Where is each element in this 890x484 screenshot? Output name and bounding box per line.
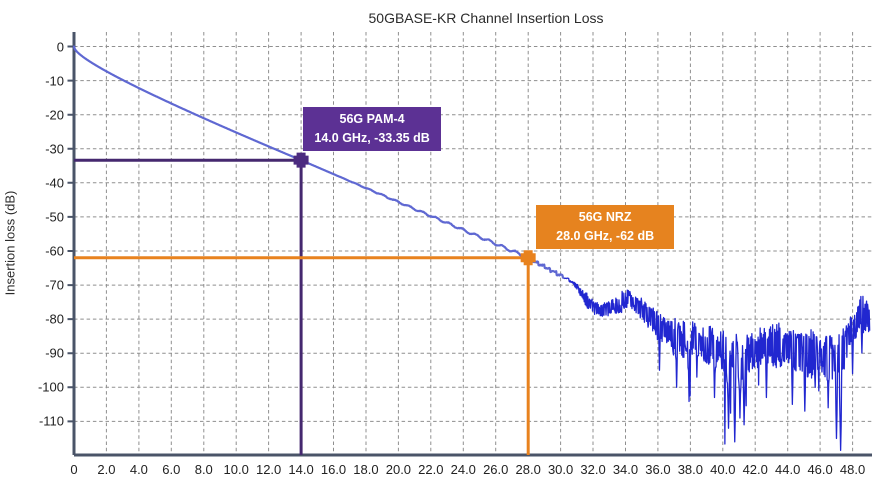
x-tick-label: 10.0 (223, 462, 249, 477)
y-tick-label: -100 (37, 379, 64, 395)
callout-56g-nrz: 56G NRZ 28.0 GHz, -62 dB (536, 204, 675, 249)
x-tick-label: 2.0 (97, 462, 116, 477)
x-tick-label: 16.0 (320, 462, 347, 477)
marker-pam4 (293, 152, 309, 168)
y-tick-label: -50 (45, 209, 64, 225)
callout-56g-nrz-name: 56G NRZ (578, 209, 632, 224)
x-tick-label: 28.0 (515, 462, 541, 477)
x-tick-label: 12.0 (255, 462, 282, 477)
callout-56g-pam4: 56G PAM-4 14.0 GHz, -33.35 dB (303, 107, 442, 152)
axes (67, 32, 872, 457)
y-axis-ticks (67, 45, 73, 423)
grid-dashes (74, 32, 872, 455)
x-tick-label: 18.0 (353, 462, 379, 477)
annotation-markers (293, 152, 536, 266)
x-tick-label: 32.0 (580, 462, 606, 477)
y-tick-label: -20 (45, 107, 64, 123)
insertion-loss-curve (72, 45, 871, 451)
y-tick-label: 0 (56, 39, 64, 54)
x-tick-label: 36.0 (645, 462, 671, 477)
marker-nrz (520, 250, 536, 266)
x-tick-label: 14.0 (288, 462, 314, 477)
x-tick-label: 4.0 (129, 462, 148, 477)
x-tick-label: 22.0 (418, 462, 444, 477)
callout-56g-pam4-name: 56G PAM-4 (339, 112, 405, 127)
x-tick-label: 0 (70, 462, 78, 477)
x-tick-label: 34.0 (612, 462, 639, 477)
callout-56g-nrz-value: 28.0 GHz, -62 dB (556, 228, 655, 243)
curve-smooth-section (72, 45, 565, 279)
callout-56g-pam4-value: 14.0 GHz, -33.35 dB (314, 131, 430, 146)
x-tick-label: 44.0 (775, 462, 801, 477)
crosshair-pam4 (74, 158, 303, 455)
y-tick-label: -80 (45, 311, 64, 327)
x-tick-label: 6.0 (162, 462, 181, 477)
x-tick-label: 40.0 (710, 462, 736, 477)
x-tick-label: 24.0 (450, 462, 476, 477)
x-tick-label: 30.0 (547, 462, 574, 477)
x-tick-label: 8.0 (194, 462, 213, 477)
crosshair-nrz (74, 256, 530, 455)
x-tick-label: 26.0 (483, 462, 509, 477)
x-tick-label: 48.0 (839, 462, 866, 477)
axis-lines (72, 32, 872, 457)
x-tick-label: 20.0 (385, 462, 412, 477)
x-tick-label: 42.0 (742, 462, 768, 477)
chart-title: 50GBASE-KR Channel Insertion Loss (368, 10, 604, 26)
curve-noisy-section (562, 276, 871, 451)
y-tick-label: -60 (45, 243, 64, 259)
x-tick-label: 38.0 (677, 462, 704, 477)
y-tick-label: -90 (45, 345, 64, 361)
x-tick-label: 46.0 (807, 462, 833, 477)
y-tick-label: -70 (45, 277, 64, 293)
y-tick-label: -10 (45, 73, 64, 89)
y-tick-label: -40 (45, 175, 64, 191)
y-tick-label: -110 (38, 413, 64, 429)
annotation-crosshairs (74, 158, 530, 455)
y-tick-label: -30 (45, 141, 64, 157)
gridlines (74, 32, 872, 455)
